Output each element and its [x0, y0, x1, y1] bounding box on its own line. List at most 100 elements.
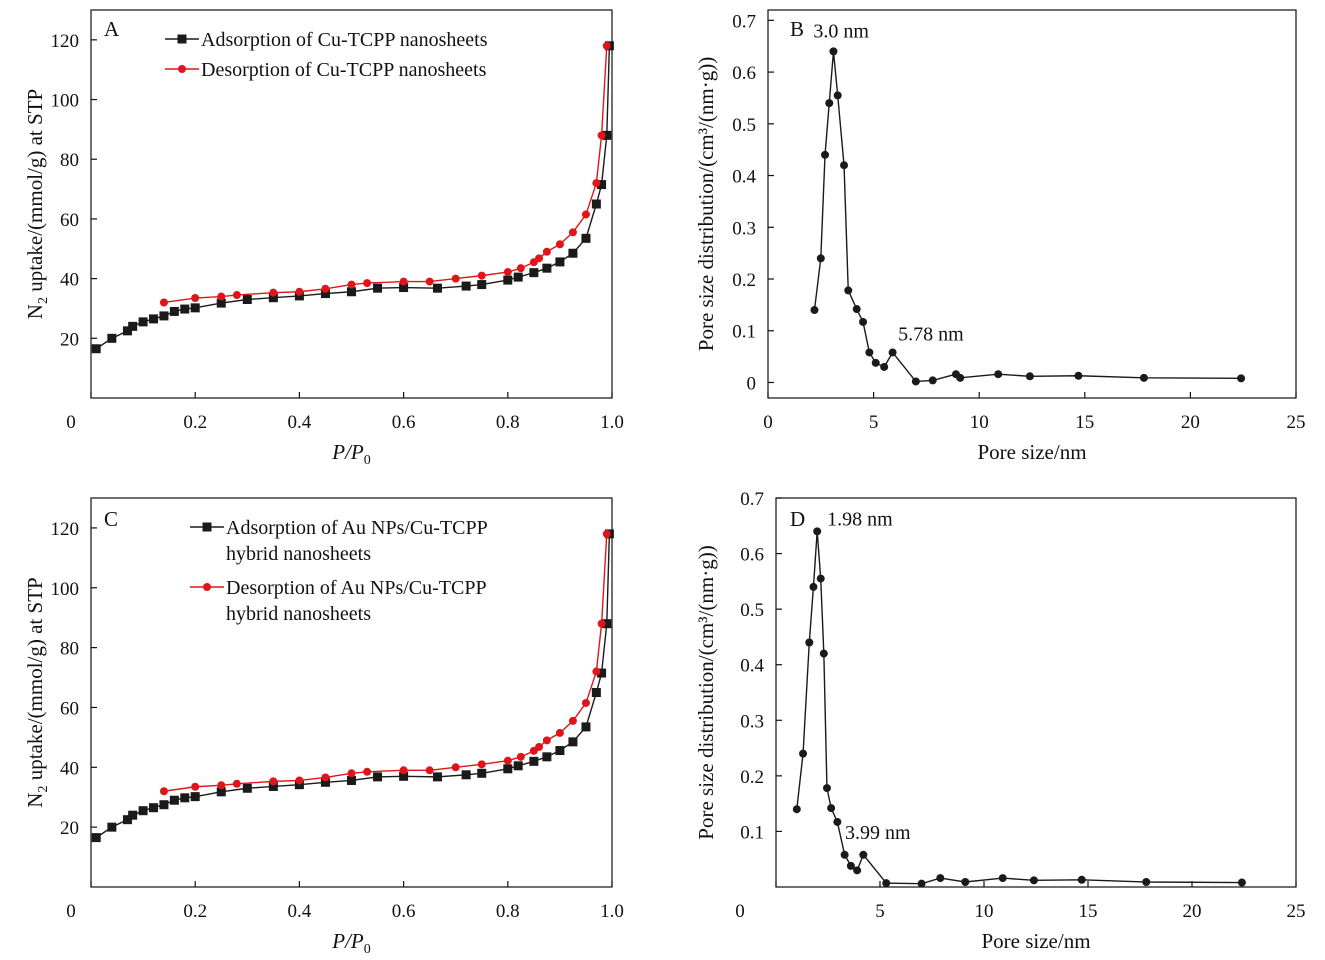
- data-point: [216, 298, 226, 308]
- data-point: [1077, 875, 1086, 884]
- y-tick-label: 0: [747, 373, 757, 394]
- data-point: [320, 289, 330, 299]
- y-tick-label: 120: [51, 519, 80, 540]
- y-tick-label: 100: [51, 91, 80, 112]
- data-point: [159, 787, 168, 796]
- y-tick-label: 60: [60, 210, 79, 231]
- y-tick-label: 0.5: [732, 115, 756, 136]
- data-point: [827, 804, 836, 813]
- data-point: [819, 649, 828, 658]
- data-point: [347, 280, 356, 289]
- data-point: [936, 874, 945, 883]
- data-point: [399, 771, 409, 781]
- plot-frame: [90, 497, 613, 888]
- data-point: [503, 275, 513, 285]
- x-axis-label: Pore size/nm: [977, 440, 1086, 464]
- data-point: [503, 756, 512, 765]
- data-point: [844, 286, 853, 295]
- data-point: [217, 292, 226, 301]
- data-point: [91, 833, 101, 843]
- x-tick-label: 15: [1079, 901, 1098, 922]
- data-point: [242, 295, 252, 305]
- y-tick-label: 60: [60, 698, 79, 719]
- x-axis-label: P/P0: [331, 440, 371, 468]
- legend-marker: [202, 522, 212, 532]
- data-point: [542, 263, 552, 273]
- data-point: [321, 773, 330, 782]
- data-point: [581, 722, 591, 732]
- data-point: [542, 736, 551, 745]
- data-point: [363, 279, 372, 288]
- data-point: [816, 254, 825, 263]
- plot-frame: [90, 9, 613, 399]
- legend-label: Desorption of Au NPs/Cu-TCPP: [226, 577, 487, 599]
- data-point: [347, 287, 356, 297]
- data-point: [159, 298, 168, 307]
- legend-label: hybrid nanosheets: [226, 603, 371, 625]
- data-point: [425, 277, 434, 286]
- data-point: [128, 810, 138, 820]
- legend-label: Adsorption of Au NPs/Cu-TCPP: [226, 517, 488, 539]
- data-point: [477, 271, 486, 280]
- data-point: [180, 793, 190, 803]
- data-point: [555, 746, 565, 756]
- y-axis-label: N2 uptake/(mmol/g) at STP: [23, 89, 51, 319]
- data-point: [568, 248, 578, 258]
- panel-c: 0 0.2 0.4 0.6 0.8 1.0 20 40 60 80 100 120 P/P0 N2 upt…: [23, 497, 624, 957]
- peak-annotation: 5.78 nm: [898, 323, 964, 345]
- x-tick-label: 0.6: [392, 412, 416, 433]
- data-point: [865, 348, 874, 357]
- x-tick-label: 25: [1287, 412, 1306, 433]
- data-point: [592, 667, 601, 676]
- data-point: [840, 161, 849, 170]
- data-point: [107, 333, 117, 343]
- data-point: [792, 805, 801, 814]
- data-point: [581, 210, 590, 219]
- x-tick-label: 0.4: [288, 412, 312, 433]
- plot-frame: [767, 9, 1297, 399]
- data-point: [602, 619, 612, 629]
- data-point: [581, 698, 590, 707]
- data-point: [347, 775, 356, 785]
- data-point: [122, 815, 132, 825]
- data-point: [1142, 877, 1151, 886]
- data-point: [216, 787, 226, 797]
- y-tick-label: 0.3: [732, 218, 756, 239]
- data-point: [294, 780, 304, 790]
- data-point: [477, 760, 486, 769]
- legend: Adsorption of Au NPs/Cu-TCPP hybrid nanos…: [190, 517, 488, 625]
- series-line: [813, 51, 1242, 383]
- data-point: [810, 306, 819, 315]
- data-point: [149, 314, 159, 324]
- data-point: [138, 317, 148, 327]
- data-point: [516, 752, 525, 761]
- data-point: [363, 767, 372, 776]
- data-point: [503, 268, 512, 277]
- x-tick-label: 1.0: [600, 901, 624, 922]
- data-point: [180, 304, 190, 314]
- data-point: [399, 277, 408, 286]
- data-point: [268, 293, 278, 303]
- data-point: [597, 180, 607, 190]
- data-point: [399, 766, 408, 775]
- y-tick-label: 0.7: [740, 489, 764, 510]
- data-point: [1237, 374, 1246, 383]
- y-tick-label: 0.4: [732, 167, 756, 188]
- data-point: [825, 99, 834, 108]
- y-axis-label: Pore size distribution/(cm³/(nm·g)): [694, 545, 718, 839]
- x-tick-label: 0.2: [183, 412, 207, 433]
- x-tick-label: 0: [66, 412, 76, 433]
- y-tick-label: 0.1: [732, 322, 756, 343]
- y-tick-label: 0.4: [740, 656, 764, 677]
- data-point: [994, 370, 1003, 379]
- data-point: [602, 41, 611, 50]
- data-point: [347, 769, 356, 778]
- y-tick-label: 0.2: [732, 270, 756, 291]
- data-point: [535, 742, 544, 751]
- data-point: [602, 529, 611, 538]
- y-tick-label: 40: [60, 758, 79, 779]
- y-tick-label: 0.2: [740, 767, 764, 788]
- x-tick-label: 10: [975, 901, 994, 922]
- data-point: [822, 784, 831, 793]
